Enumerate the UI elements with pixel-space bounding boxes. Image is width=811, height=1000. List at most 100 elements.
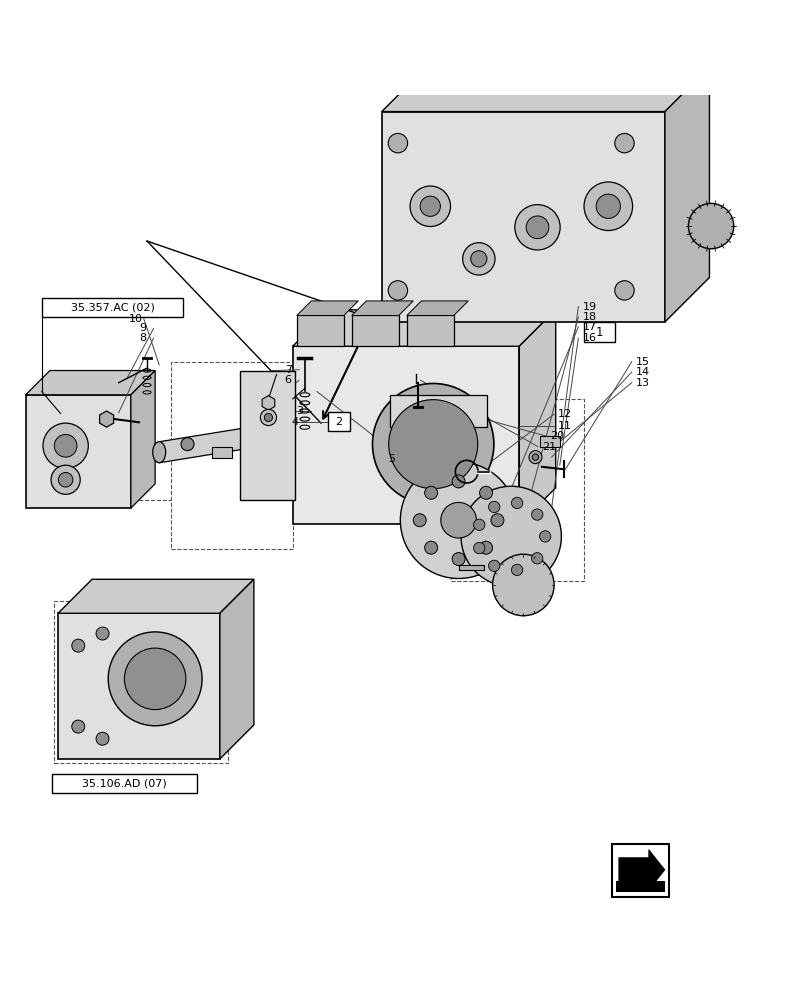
Text: 12: 12 — [557, 409, 572, 419]
Bar — [616, 881, 664, 892]
Circle shape — [51, 465, 80, 494]
Circle shape — [528, 451, 541, 464]
Circle shape — [388, 133, 407, 153]
Circle shape — [452, 475, 465, 488]
Text: 35.357.AC (02): 35.357.AC (02) — [71, 302, 155, 312]
Circle shape — [43, 423, 88, 468]
Circle shape — [531, 454, 538, 460]
FancyBboxPatch shape — [51, 774, 197, 793]
Circle shape — [539, 531, 550, 542]
Polygon shape — [406, 315, 453, 346]
Polygon shape — [100, 411, 114, 427]
Polygon shape — [618, 850, 664, 890]
Text: 4: 4 — [290, 417, 298, 427]
Circle shape — [372, 383, 493, 505]
Polygon shape — [220, 579, 254, 759]
Circle shape — [473, 519, 484, 530]
Circle shape — [583, 182, 632, 231]
FancyBboxPatch shape — [42, 298, 183, 317]
Text: 11: 11 — [557, 421, 572, 431]
Circle shape — [492, 554, 553, 616]
Circle shape — [479, 486, 492, 499]
Polygon shape — [381, 112, 664, 322]
Polygon shape — [131, 371, 155, 508]
Circle shape — [526, 216, 548, 239]
Polygon shape — [26, 371, 155, 395]
Polygon shape — [292, 310, 555, 346]
Text: 13: 13 — [635, 378, 649, 388]
Circle shape — [595, 194, 620, 218]
Circle shape — [511, 497, 522, 509]
Polygon shape — [26, 395, 131, 508]
Circle shape — [124, 648, 186, 710]
Text: 21: 21 — [541, 442, 556, 452]
Circle shape — [181, 438, 194, 451]
Polygon shape — [292, 346, 519, 524]
Bar — [327, 412, 350, 431]
Circle shape — [419, 196, 440, 216]
Polygon shape — [351, 315, 398, 346]
Polygon shape — [664, 67, 709, 322]
Circle shape — [488, 560, 500, 572]
Circle shape — [452, 553, 465, 566]
Circle shape — [531, 553, 543, 564]
Text: 3: 3 — [295, 406, 303, 416]
Circle shape — [511, 564, 522, 576]
Circle shape — [400, 462, 517, 578]
Circle shape — [388, 400, 477, 489]
Polygon shape — [212, 447, 232, 458]
Text: 8: 8 — [139, 333, 146, 343]
Circle shape — [688, 203, 733, 249]
Circle shape — [491, 514, 504, 527]
Circle shape — [96, 732, 109, 745]
Polygon shape — [159, 428, 242, 463]
Circle shape — [58, 472, 73, 487]
Circle shape — [461, 486, 560, 587]
Bar — [583, 322, 614, 342]
Text: 19: 19 — [581, 302, 596, 312]
Circle shape — [614, 281, 633, 300]
Text: 9: 9 — [139, 323, 146, 333]
Circle shape — [424, 486, 437, 499]
Circle shape — [473, 542, 484, 554]
Text: 35.106.AD (07): 35.106.AD (07) — [82, 778, 166, 788]
Circle shape — [96, 627, 109, 640]
Circle shape — [108, 632, 202, 726]
Polygon shape — [539, 436, 559, 447]
Polygon shape — [262, 396, 274, 410]
Text: 14: 14 — [635, 367, 649, 377]
Polygon shape — [240, 371, 294, 500]
Text: 5: 5 — [388, 454, 395, 464]
Circle shape — [462, 243, 495, 275]
Circle shape — [470, 251, 487, 267]
Circle shape — [531, 509, 543, 520]
Text: 7: 7 — [285, 365, 291, 375]
Polygon shape — [406, 301, 468, 315]
Polygon shape — [296, 301, 358, 315]
Circle shape — [479, 541, 492, 554]
Circle shape — [488, 501, 500, 513]
Text: 15: 15 — [635, 357, 649, 367]
Text: 16: 16 — [581, 333, 595, 343]
Bar — [611, 844, 668, 897]
Circle shape — [413, 514, 426, 527]
Circle shape — [440, 502, 476, 538]
Circle shape — [264, 413, 272, 422]
Ellipse shape — [152, 442, 165, 463]
Text: 18: 18 — [581, 312, 596, 322]
Circle shape — [410, 186, 450, 226]
Circle shape — [424, 541, 437, 554]
Circle shape — [54, 434, 77, 457]
Polygon shape — [459, 565, 483, 570]
Polygon shape — [58, 579, 254, 613]
Circle shape — [71, 639, 84, 652]
Polygon shape — [58, 613, 220, 759]
Circle shape — [614, 133, 633, 153]
Text: 6: 6 — [285, 375, 291, 385]
Polygon shape — [389, 395, 487, 427]
Text: 20: 20 — [549, 431, 564, 441]
Text: 10: 10 — [129, 314, 143, 324]
Polygon shape — [519, 310, 555, 524]
Circle shape — [260, 409, 277, 426]
Text: 2: 2 — [335, 417, 342, 427]
